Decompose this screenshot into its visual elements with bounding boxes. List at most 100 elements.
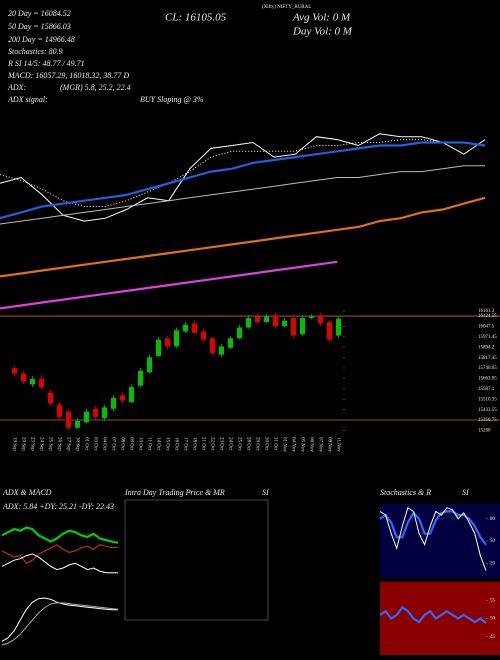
candle-body xyxy=(309,316,314,319)
candle-body xyxy=(327,322,332,340)
y-tick-label: 15894.2 xyxy=(478,345,495,350)
candle-body xyxy=(84,411,89,423)
panel-title: Stochastics & R xyxy=(380,488,431,497)
x-tick-label: 18 Oct xyxy=(191,437,196,451)
x-tick-label: 07 Nov xyxy=(317,437,322,452)
candle-body xyxy=(255,316,260,323)
line-series xyxy=(1,544,119,564)
candle-body xyxy=(120,395,125,401)
candle-body xyxy=(111,397,116,409)
candle-body xyxy=(246,318,251,328)
candle-body xyxy=(336,318,341,336)
x-tick-label: 22 Oct xyxy=(209,437,214,451)
x-tick-label: 16 Oct xyxy=(173,437,178,451)
chart-title: (Nifty) NIFTY_RURAL xyxy=(262,5,311,10)
candle-body xyxy=(264,316,269,323)
x-tick-label: 01 Nov xyxy=(281,437,286,452)
x-tick-label: 01 Oct xyxy=(83,437,88,451)
candle-body xyxy=(156,339,161,356)
y-tick-label: 15433.55 xyxy=(478,408,497,413)
line-series xyxy=(0,133,486,222)
line-series xyxy=(0,165,485,225)
x-tick-label: 04 Oct xyxy=(101,437,106,451)
candle-body xyxy=(138,370,143,386)
candle-body xyxy=(21,373,26,382)
x-tick-label: 19 Sep xyxy=(11,437,16,451)
rsi: R SI 14/5: 48.77 / 49.71 xyxy=(7,59,85,68)
x-tick-label: 04 Nov xyxy=(290,437,295,452)
candle-body xyxy=(39,378,44,388)
x-tick-label: 28 Oct xyxy=(245,437,250,451)
close-price: CL: 16105.05 xyxy=(165,12,227,24)
adx-label: ADX: xyxy=(7,83,27,92)
panel-frame xyxy=(124,499,269,621)
line-series xyxy=(1,526,119,544)
y-tick-label: 15587.1 xyxy=(478,387,495,392)
adx-signal-label: ADX signal: xyxy=(7,95,48,104)
x-tick-label: 05 Nov xyxy=(299,437,304,452)
candle-body xyxy=(147,357,152,373)
y-tick-label: 15510.35 xyxy=(478,397,497,402)
y-tick-label: 80 xyxy=(490,517,496,522)
y-tick-label: 16161.3 xyxy=(478,309,495,314)
x-tick-label: 29 Oct xyxy=(254,437,259,451)
y-tick-label: 45 xyxy=(490,635,496,640)
candle-body xyxy=(30,378,35,385)
candle-body xyxy=(66,411,71,428)
y-tick-label: 20 xyxy=(490,561,496,566)
candle-body xyxy=(210,338,215,354)
line-series xyxy=(379,510,487,546)
panel-title: Intra Day Trading Price & MR xyxy=(124,488,225,497)
x-tick-label: 09 Oct xyxy=(128,437,133,451)
line-series xyxy=(0,260,338,310)
x-tick-label: 25 Oct xyxy=(236,437,241,451)
x-tick-label: 21 Oct xyxy=(200,437,205,451)
x-tick-label: 10 Oct xyxy=(137,437,142,451)
candle-body xyxy=(75,420,80,428)
x-tick-label: 24 Oct xyxy=(227,437,232,451)
y-tick-label: 15740.65 xyxy=(478,366,497,371)
ema200: 200 Day = 14966.48 xyxy=(8,35,75,44)
x-tick-label: 15 Oct xyxy=(164,437,169,451)
ema20: 20 Day = 16084.52 xyxy=(8,9,71,18)
candle-body xyxy=(129,387,134,402)
adx-values: (MGR) 5.8, 25.2, 22.4 xyxy=(60,83,131,92)
y-tick-label: 16124.55 xyxy=(478,314,497,319)
annotation: ADX: 5.84 +DY: 25.21 -DY: 22.43 xyxy=(2,502,114,511)
candle-body xyxy=(57,404,62,417)
x-tick-label: 07 Oct xyxy=(110,437,115,451)
x-tick-label: 30 Oct xyxy=(263,437,268,451)
y-tick-label: 50 xyxy=(490,539,496,544)
y-tick-label: 15663.85 xyxy=(478,377,497,382)
y-tick-label: 15356.75 xyxy=(478,418,497,423)
candle-body xyxy=(291,318,296,336)
x-tick-label: 23 Oct xyxy=(218,437,223,451)
line-series xyxy=(0,141,486,220)
ema50: 50 Day = 15866.03 xyxy=(8,22,71,31)
candle-body xyxy=(165,338,170,347)
candle-body xyxy=(93,408,98,417)
y-tick-label: 15817.45 xyxy=(478,356,497,361)
candle-body xyxy=(192,323,197,333)
day-volume: Day Vol: 0 M xyxy=(292,26,353,38)
candle-body xyxy=(12,368,17,374)
y-tick-label: 50 xyxy=(490,617,496,622)
x-tick-label: 24 Sep xyxy=(38,437,43,451)
candle-body xyxy=(48,392,53,404)
line-series xyxy=(379,606,487,624)
candle-body xyxy=(282,320,287,327)
x-tick-label: 14 Oct xyxy=(155,437,160,451)
candle-body xyxy=(102,407,107,419)
adx-signal: BUY Sloping @ 3% xyxy=(140,95,204,104)
header: (Nifty) NIFTY_RURAL 20 Day = 16084.52 50… xyxy=(7,5,353,104)
avg-volume: Avg Vol: 0 M xyxy=(292,12,351,24)
line-series xyxy=(0,139,486,207)
x-tick-label: 31 Oct xyxy=(272,437,277,451)
candle-body xyxy=(237,327,242,339)
panel-title: ADX & MACD xyxy=(2,488,52,497)
candle-body xyxy=(273,315,278,327)
candle-body xyxy=(201,331,206,340)
x-tick-label: 17 Oct xyxy=(182,437,187,451)
candle-body xyxy=(318,315,323,324)
